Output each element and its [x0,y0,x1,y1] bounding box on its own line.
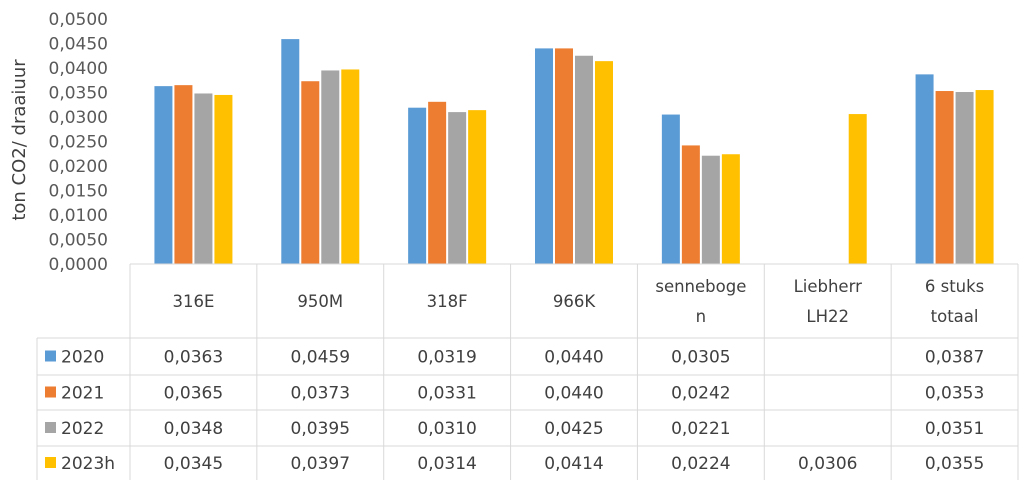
data-table-cell: 0,0348 [164,419,223,439]
data-table-cell: 0,0224 [671,454,730,474]
bar-2021-0 [174,85,193,265]
bar-2021-4 [681,145,700,264]
category-label: 950M [297,292,343,311]
bar-2023h-3 [595,61,613,264]
data-table-cell: 0,0414 [544,454,603,474]
data-table-cell: 0,0353 [925,384,984,404]
bar-2020-1 [281,39,300,265]
bar-2020-3 [535,48,553,265]
bar-2022-2 [448,112,467,264]
data-table-cell: 0,0221 [671,419,730,439]
y-tick-label: 0,0200 [49,157,108,177]
data-table-cell: 0,0363 [164,348,223,368]
bar-2022-1 [321,70,340,264]
y-tick-label: 0,0100 [49,206,108,226]
data-table-cell: 0,0314 [417,454,476,474]
data-table-cell: 0,0440 [544,348,603,368]
y-tick-label: 0,0500 [49,10,108,30]
bar-2023h-4 [721,154,740,264]
bar-2021-1 [301,81,320,264]
category-label: senneboge [655,277,746,296]
bar-2023h-1 [341,69,360,264]
category-label: 966K [553,292,596,311]
bar-2020-4 [661,114,680,264]
bar-2021-6 [935,91,954,264]
category-label: 316E [172,292,214,311]
data-table-cell: 0,0459 [291,348,350,368]
bar-2022-0 [194,93,213,264]
bar-2020-0 [154,86,173,264]
y-tick-label: 0,0300 [49,108,108,128]
legend-swatch-2023h [45,457,56,468]
data-table-cell: 0,0331 [417,384,476,404]
data-table-cell: 0,0305 [671,348,730,368]
data-table-cell: 0,0373 [291,384,350,404]
bar-2022-3 [575,55,593,264]
data-table-cell: 0,0242 [671,384,730,404]
bar-2023h-5 [848,114,867,264]
legend-label: 2020 [61,348,104,368]
category-label: 6 stuks [925,277,984,296]
data-table-cell: 0,0355 [925,454,984,474]
data-table-cell: 0,0319 [417,348,476,368]
data-table-cell: 0,0345 [164,454,223,474]
y-tick-label: 0,0250 [49,133,108,153]
bar-2020-6 [915,74,934,265]
legend-label: 2021 [61,384,104,404]
bar-2021-3 [555,48,573,265]
bar-2022-4 [701,155,720,264]
bar-2023h-6 [975,90,994,264]
legend-label: 2022 [61,419,104,439]
category-label: totaal [931,307,979,326]
y-tick-label: 0,0400 [49,59,108,79]
data-table-cell: 0,0306 [798,454,857,474]
category-label: LH22 [806,307,849,326]
data-table-cell: 0,0397 [291,454,350,474]
y-tick-label: 0,0000 [49,255,108,275]
bar-2023h-0 [214,94,233,264]
data-table-cell: 0,0440 [544,384,603,404]
legend-swatch-2020 [45,350,56,362]
category-label: n [696,307,706,326]
y-tick-label: 0,0450 [49,35,108,55]
legend-swatch-2021 [45,386,56,398]
bar-2022-6 [955,92,974,264]
data-table-cell: 0,0365 [164,384,223,404]
data-table-cell: 0,0351 [925,419,984,439]
legend-label: 2023h [61,454,115,474]
data-table-cell: 0,0425 [544,419,603,439]
y-tick-label: 0,0350 [49,84,108,104]
category-label: 318F [427,292,468,311]
bar-2021-2 [428,101,447,264]
bar-2023h-2 [468,110,487,264]
data-table-cell: 0,0387 [925,348,984,368]
y-axis-label: ton CO2/ draaiuur [9,59,30,221]
bar-2020-2 [408,107,427,264]
y-tick-label: 0,0150 [49,182,108,202]
legend-swatch-2022 [45,422,56,433]
data-table-cell: 0,0395 [291,419,350,439]
category-label: Liebherr [794,277,863,296]
y-tick-label: 0,0050 [49,231,108,251]
data-table-cell: 0,0310 [417,419,476,439]
